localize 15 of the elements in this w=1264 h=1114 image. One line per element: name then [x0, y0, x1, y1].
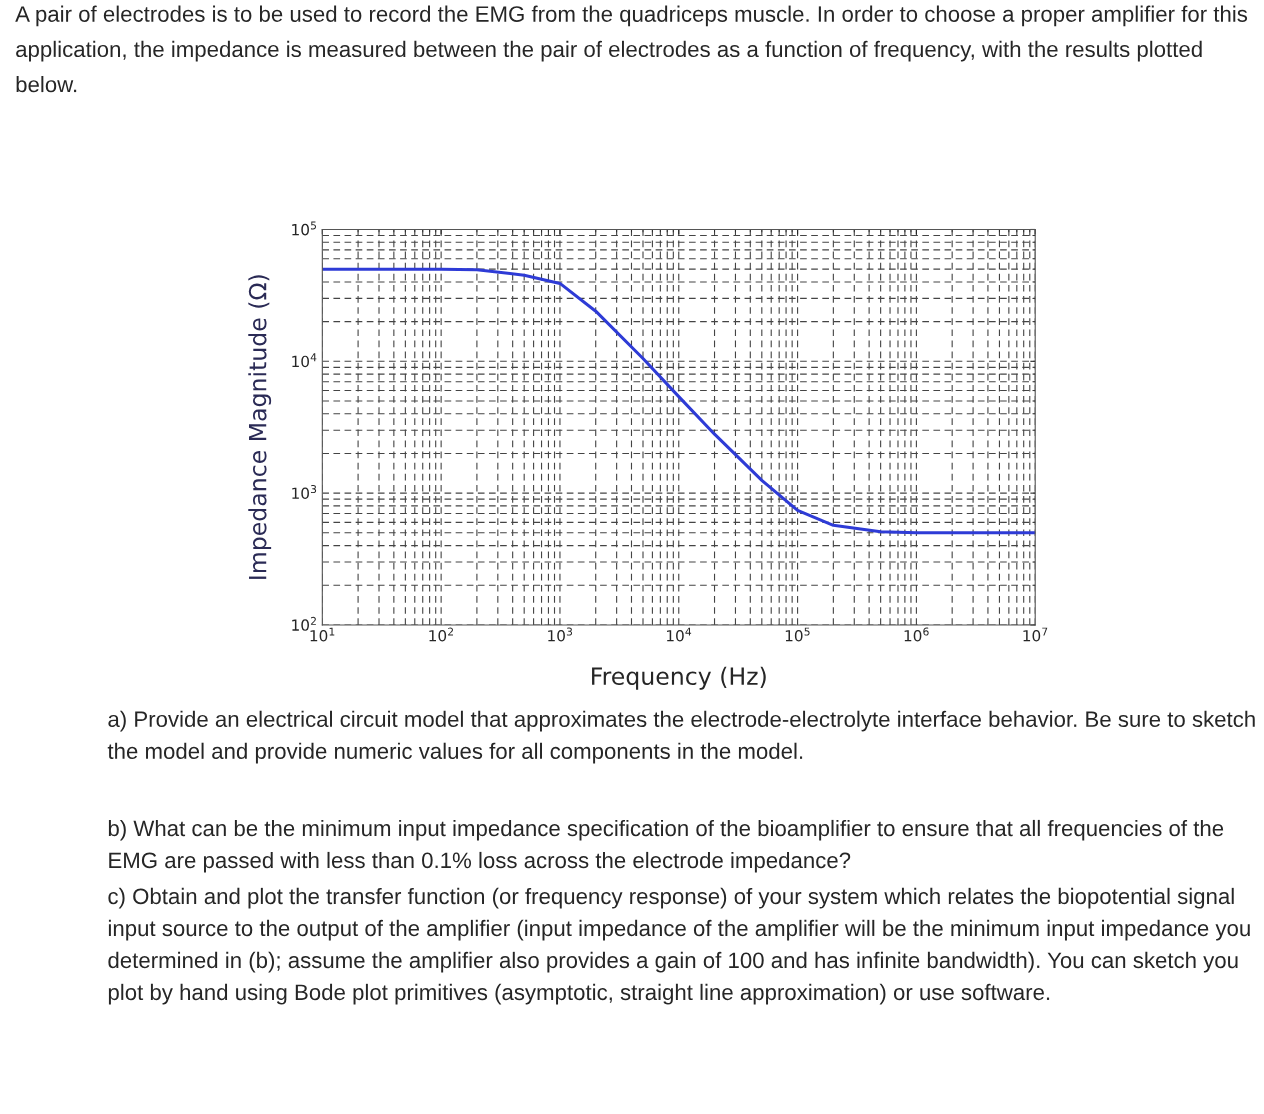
x-tick-label: 10$^{6}$ — [904, 627, 929, 642]
text: c) Obtain and plot the transfer function (or frequency response) of your system which relates the biopotential signal input source to the output of the amplifier (input impedance of the amplifier will be the minimum input impedance you determined in (b); assume the amplifier also provides a gain of 100 and has infinite bandwidth). You can sketch you plot by hand using Bode plot primitives (asymptotic, straight line approximation) or use software. — [108, 887, 1250, 1005]
x-tick-label: 10$^{4}$ — [667, 627, 692, 642]
y-tick-label: 10$^{5}$ — [292, 221, 317, 236]
chart-title: A pair of electrodes is to be used to record the EMG from the quadriceps muscle. In order to choose a proper amplifier for this application, the impedance is measured between the pair of electrodes as a function of frequency, with the results plotted below. — [15, 5, 1248, 93]
y-tick-label: 10$^{3}$ — [292, 485, 317, 500]
x-tick-label: 10$^{7}$ — [1023, 627, 1048, 642]
text: a) Provide an electrical circuit model that approximates the electrode-electrolyte interface behavior. Be sure to sketch the model and provide numeric values for all components in the model. — [107, 710, 1255, 764]
x-tick-label: 10$^{2}$ — [429, 627, 454, 642]
y-tick-label: 10$^{4}$ — [292, 353, 317, 368]
x-tick-label: 10$^{5}$ — [785, 627, 810, 642]
y-axis-title: Impedance Magnitude (Ω) — [248, 275, 272, 579]
text: b) What can be the minimum input impedance specification of the bioamplifier to ensure that all frequencies of the EMG are passed with less than 0.1% loss across the electrode impedance? — [108, 819, 1224, 873]
x-axis-title: Frequency (Hz) — [592, 666, 766, 690]
x-tick-label: 10$^{3}$ — [548, 627, 573, 642]
